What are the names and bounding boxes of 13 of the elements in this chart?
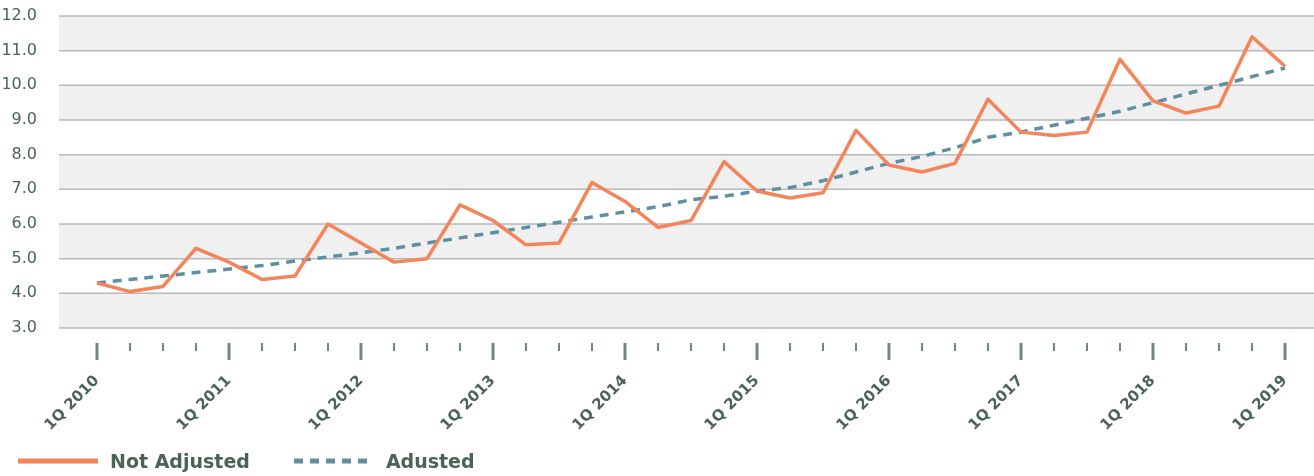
legend-label: Adusted	[385, 450, 475, 472]
legend-label: Not Adjusted	[110, 450, 250, 472]
y-tick-label: 7.0	[11, 178, 37, 198]
y-tick-label: 8.0	[11, 143, 37, 163]
y-tick-label: 11.0	[1, 39, 37, 59]
y-tick-label: 6.0	[11, 213, 37, 233]
y-tick-label: 9.0	[11, 109, 37, 129]
y-tick-label: 4.0	[11, 282, 37, 302]
y-tick-label: 12.0	[1, 5, 37, 25]
y-tick-label: 10.0	[1, 74, 37, 94]
line-series	[95, 66, 1287, 285]
y-tick-label: 3.0	[11, 317, 37, 337]
y-tick-label: 5.0	[11, 247, 37, 267]
